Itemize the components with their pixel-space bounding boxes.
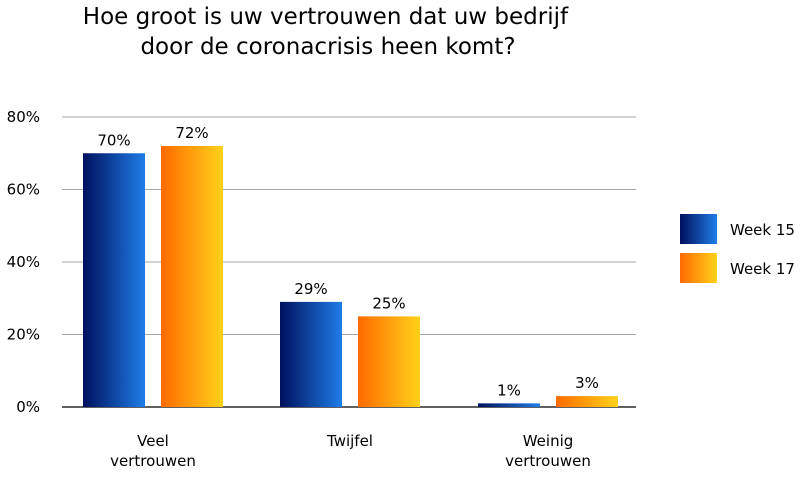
data-label: 29% [294, 280, 327, 298]
bars [83, 146, 618, 407]
category-label-line: vertrouwen [505, 452, 591, 470]
category-label-line: Veel [137, 432, 169, 450]
category-label-line: vertrouwen [110, 452, 196, 470]
bar [83, 153, 145, 407]
bar [161, 146, 223, 407]
bar [556, 396, 618, 407]
chart-title-line-1: Hoe groot is uw vertrouwen dat uw bedrij… [83, 4, 569, 30]
y-tick-label: 80% [7, 108, 40, 126]
bar [358, 316, 420, 407]
legend-swatch-week-15 [680, 214, 717, 244]
legend: Week 15 Week 17 [680, 214, 795, 283]
legend-label-week-17: Week 17 [730, 260, 795, 278]
data-label: 3% [575, 374, 599, 392]
y-tick-label: 20% [7, 326, 40, 344]
chart-title-line-2: door de coronacrisis heen komt? [140, 34, 515, 60]
data-label: 1% [497, 381, 521, 399]
bar [280, 301, 342, 407]
legend-swatch-week-17 [680, 253, 717, 283]
category-labels: Veel vertrouwen Twijfel Weinig vertrouwen [110, 432, 591, 470]
category-label: Veel vertrouwen [110, 432, 196, 470]
chart-title: Hoe groot is uw vertrouwen dat uw bedrij… [83, 4, 573, 60]
y-tick-label: 60% [7, 181, 40, 199]
gridlines [62, 116, 636, 408]
y-tick-label: 0% [16, 398, 40, 416]
category-label: Weinig vertrouwen [505, 432, 591, 470]
category-label: Twijfel [326, 432, 373, 450]
y-tick-label: 40% [7, 253, 40, 271]
category-label-line: Weinig [523, 432, 574, 450]
legend-label-week-15: Week 15 [730, 221, 795, 239]
bar [478, 403, 540, 407]
data-labels: 70% 29% 1% 72% 25% 3% [97, 124, 599, 399]
y-axis-ticks: 0% 20% 40% 60% 80% [7, 108, 40, 416]
data-label: 25% [372, 294, 405, 312]
category-label-line: Twijfel [326, 432, 373, 450]
data-label: 72% [175, 124, 208, 142]
data-label: 70% [97, 131, 130, 149]
